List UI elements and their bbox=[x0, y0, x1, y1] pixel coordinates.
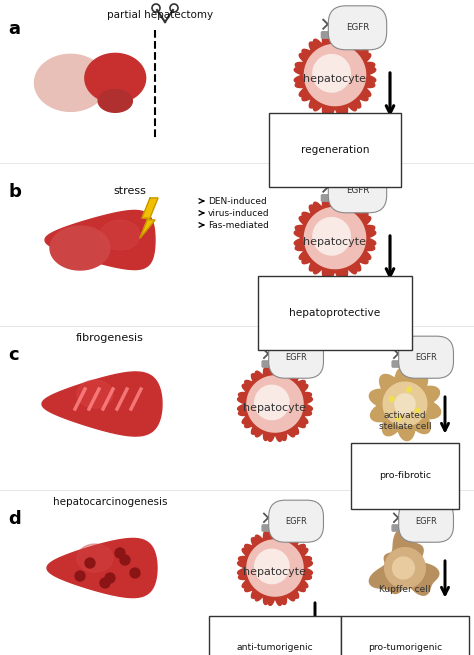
Polygon shape bbox=[100, 220, 140, 250]
Text: b: b bbox=[8, 183, 21, 201]
Text: c: c bbox=[8, 346, 18, 364]
Polygon shape bbox=[77, 544, 113, 572]
Polygon shape bbox=[304, 208, 365, 269]
Polygon shape bbox=[304, 45, 365, 105]
FancyBboxPatch shape bbox=[262, 361, 288, 367]
Text: stress: stress bbox=[114, 186, 146, 196]
Polygon shape bbox=[85, 54, 146, 103]
Text: EGFR: EGFR bbox=[346, 186, 369, 195]
Polygon shape bbox=[45, 210, 155, 270]
Polygon shape bbox=[42, 372, 162, 436]
Text: anti-tumorigenic: anti-tumorigenic bbox=[237, 643, 313, 652]
Text: activated
stellate cell: activated stellate cell bbox=[379, 411, 431, 431]
Text: EGFR: EGFR bbox=[285, 517, 307, 526]
Circle shape bbox=[130, 568, 140, 578]
Polygon shape bbox=[247, 376, 303, 432]
Polygon shape bbox=[385, 548, 425, 588]
Polygon shape bbox=[294, 34, 376, 116]
Text: regeneration: regeneration bbox=[301, 145, 369, 155]
Polygon shape bbox=[50, 226, 110, 270]
Polygon shape bbox=[140, 198, 158, 238]
Text: hepatocarcinogenesis: hepatocarcinogenesis bbox=[53, 497, 167, 507]
Text: hepatocyte: hepatocyte bbox=[244, 567, 307, 577]
Text: a: a bbox=[8, 20, 20, 38]
Polygon shape bbox=[247, 540, 303, 596]
Circle shape bbox=[115, 548, 125, 558]
Polygon shape bbox=[369, 530, 439, 595]
Text: EGFR: EGFR bbox=[285, 352, 307, 362]
Polygon shape bbox=[77, 380, 113, 408]
Text: EGFR: EGFR bbox=[415, 517, 437, 526]
Circle shape bbox=[407, 388, 411, 392]
Polygon shape bbox=[313, 54, 350, 92]
Text: pro-tumorigenic: pro-tumorigenic bbox=[368, 643, 442, 652]
FancyBboxPatch shape bbox=[321, 31, 348, 38]
Polygon shape bbox=[392, 557, 414, 579]
Text: hepatocyte: hepatocyte bbox=[303, 74, 366, 84]
Polygon shape bbox=[369, 367, 441, 441]
Polygon shape bbox=[237, 531, 312, 605]
Circle shape bbox=[120, 555, 130, 565]
Text: EGFR: EGFR bbox=[415, 352, 437, 362]
Polygon shape bbox=[255, 385, 289, 420]
Text: Fas-mediated: Fas-mediated bbox=[208, 221, 269, 229]
Text: d: d bbox=[8, 510, 21, 528]
Circle shape bbox=[396, 416, 401, 421]
Polygon shape bbox=[313, 217, 350, 255]
FancyBboxPatch shape bbox=[392, 361, 418, 367]
Text: pro-fibrotic: pro-fibrotic bbox=[379, 472, 431, 481]
Text: partial hepatectomy: partial hepatectomy bbox=[107, 10, 213, 20]
Text: Kupffer cell: Kupffer cell bbox=[379, 586, 431, 595]
Polygon shape bbox=[35, 54, 107, 111]
Circle shape bbox=[85, 558, 95, 568]
Text: hepatocyte: hepatocyte bbox=[303, 237, 366, 247]
Circle shape bbox=[100, 578, 110, 588]
Polygon shape bbox=[395, 394, 415, 414]
Text: EGFR: EGFR bbox=[346, 24, 369, 32]
FancyBboxPatch shape bbox=[321, 195, 348, 201]
Text: hepatocyte: hepatocyte bbox=[244, 403, 307, 413]
Polygon shape bbox=[98, 90, 132, 112]
Circle shape bbox=[390, 397, 394, 402]
FancyBboxPatch shape bbox=[392, 525, 418, 531]
Text: DEN-induced: DEN-induced bbox=[208, 196, 267, 206]
Circle shape bbox=[415, 408, 419, 413]
Polygon shape bbox=[383, 382, 427, 426]
Text: fibrogenesis: fibrogenesis bbox=[76, 333, 144, 343]
Polygon shape bbox=[255, 550, 289, 584]
Polygon shape bbox=[47, 538, 157, 597]
Text: virus-induced: virus-induced bbox=[208, 208, 270, 217]
Circle shape bbox=[75, 571, 85, 581]
Circle shape bbox=[105, 573, 115, 583]
Polygon shape bbox=[237, 367, 312, 441]
Text: hepatoprotective: hepatoprotective bbox=[289, 308, 381, 318]
Polygon shape bbox=[294, 197, 376, 279]
FancyBboxPatch shape bbox=[262, 525, 288, 531]
